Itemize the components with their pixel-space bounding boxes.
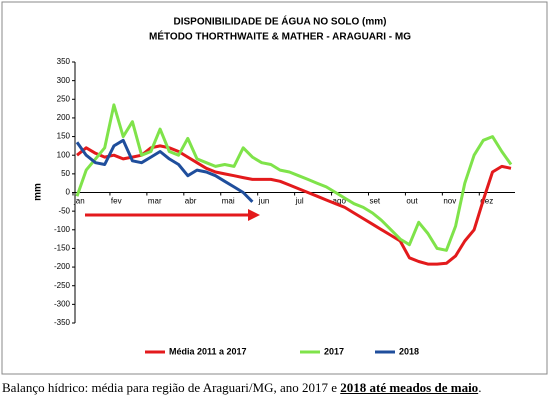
- x-tick-label: fev: [111, 197, 122, 206]
- y-axis-label: mm: [33, 183, 44, 201]
- x-tick-label: jan: [73, 197, 85, 206]
- y-tick-label: 100: [57, 150, 71, 159]
- y-tick-label: -250: [54, 281, 71, 290]
- y-tick-label: 150: [57, 132, 71, 141]
- y-tick-label: -100: [54, 225, 71, 234]
- x-tick-label: mar: [148, 197, 162, 206]
- chart-subtitle: MÉTODO THORTHWAITE & MATHER - ARAGUARI -…: [149, 30, 411, 43]
- legend-label: 2018: [399, 346, 419, 356]
- y-tick-label: -300: [54, 299, 71, 308]
- y-tick-label: 50: [61, 169, 70, 178]
- x-tick-label: abr: [185, 197, 197, 206]
- legend-label: 2017: [324, 346, 344, 356]
- x-tick-label: jul: [295, 197, 304, 206]
- line-series: [75, 138, 254, 203]
- x-tick-label: dez: [480, 197, 493, 206]
- chart-frame: [1, 1, 548, 375]
- y-tick-label: 350: [57, 57, 71, 66]
- x-tick-label: jun: [258, 197, 270, 206]
- chart: DISPONIBILIDADE DE ÁGUA NO SOLO (mm) MÉT…: [1, 1, 548, 375]
- y-tick-label: 200: [57, 113, 71, 122]
- y-tick-label: 300: [57, 76, 71, 85]
- x-tick-label: nov: [443, 197, 456, 206]
- x-tick-label: out: [406, 197, 418, 206]
- y-tick-label: -350: [54, 318, 71, 327]
- x-tick-label: set: [369, 197, 380, 206]
- y-tick-label: -200: [54, 262, 71, 271]
- caption-text: Balanço hídrico: média para região de Ar…: [2, 380, 341, 395]
- caption-emphasis: 2018 até meados de maio: [340, 380, 479, 395]
- x-tick-label: mai: [222, 197, 235, 206]
- y-tick-label: -50: [58, 206, 70, 215]
- line-series: [76, 144, 512, 266]
- chart-title: DISPONIBILIDADE DE ÁGUA NO SOLO (mm): [174, 15, 387, 28]
- arrow-head: [248, 209, 260, 221]
- legend-label: Média 2011 a 2017: [169, 346, 247, 356]
- caption: Balanço hídrico: média para região de Ar…: [2, 380, 481, 396]
- y-tick-label: 0: [66, 188, 71, 197]
- caption-end: .: [478, 380, 482, 395]
- x-tick-label: ago: [333, 197, 347, 206]
- y-tick-label: 250: [57, 94, 71, 103]
- line-series: [75, 103, 513, 252]
- y-tick-label: -150: [54, 244, 71, 253]
